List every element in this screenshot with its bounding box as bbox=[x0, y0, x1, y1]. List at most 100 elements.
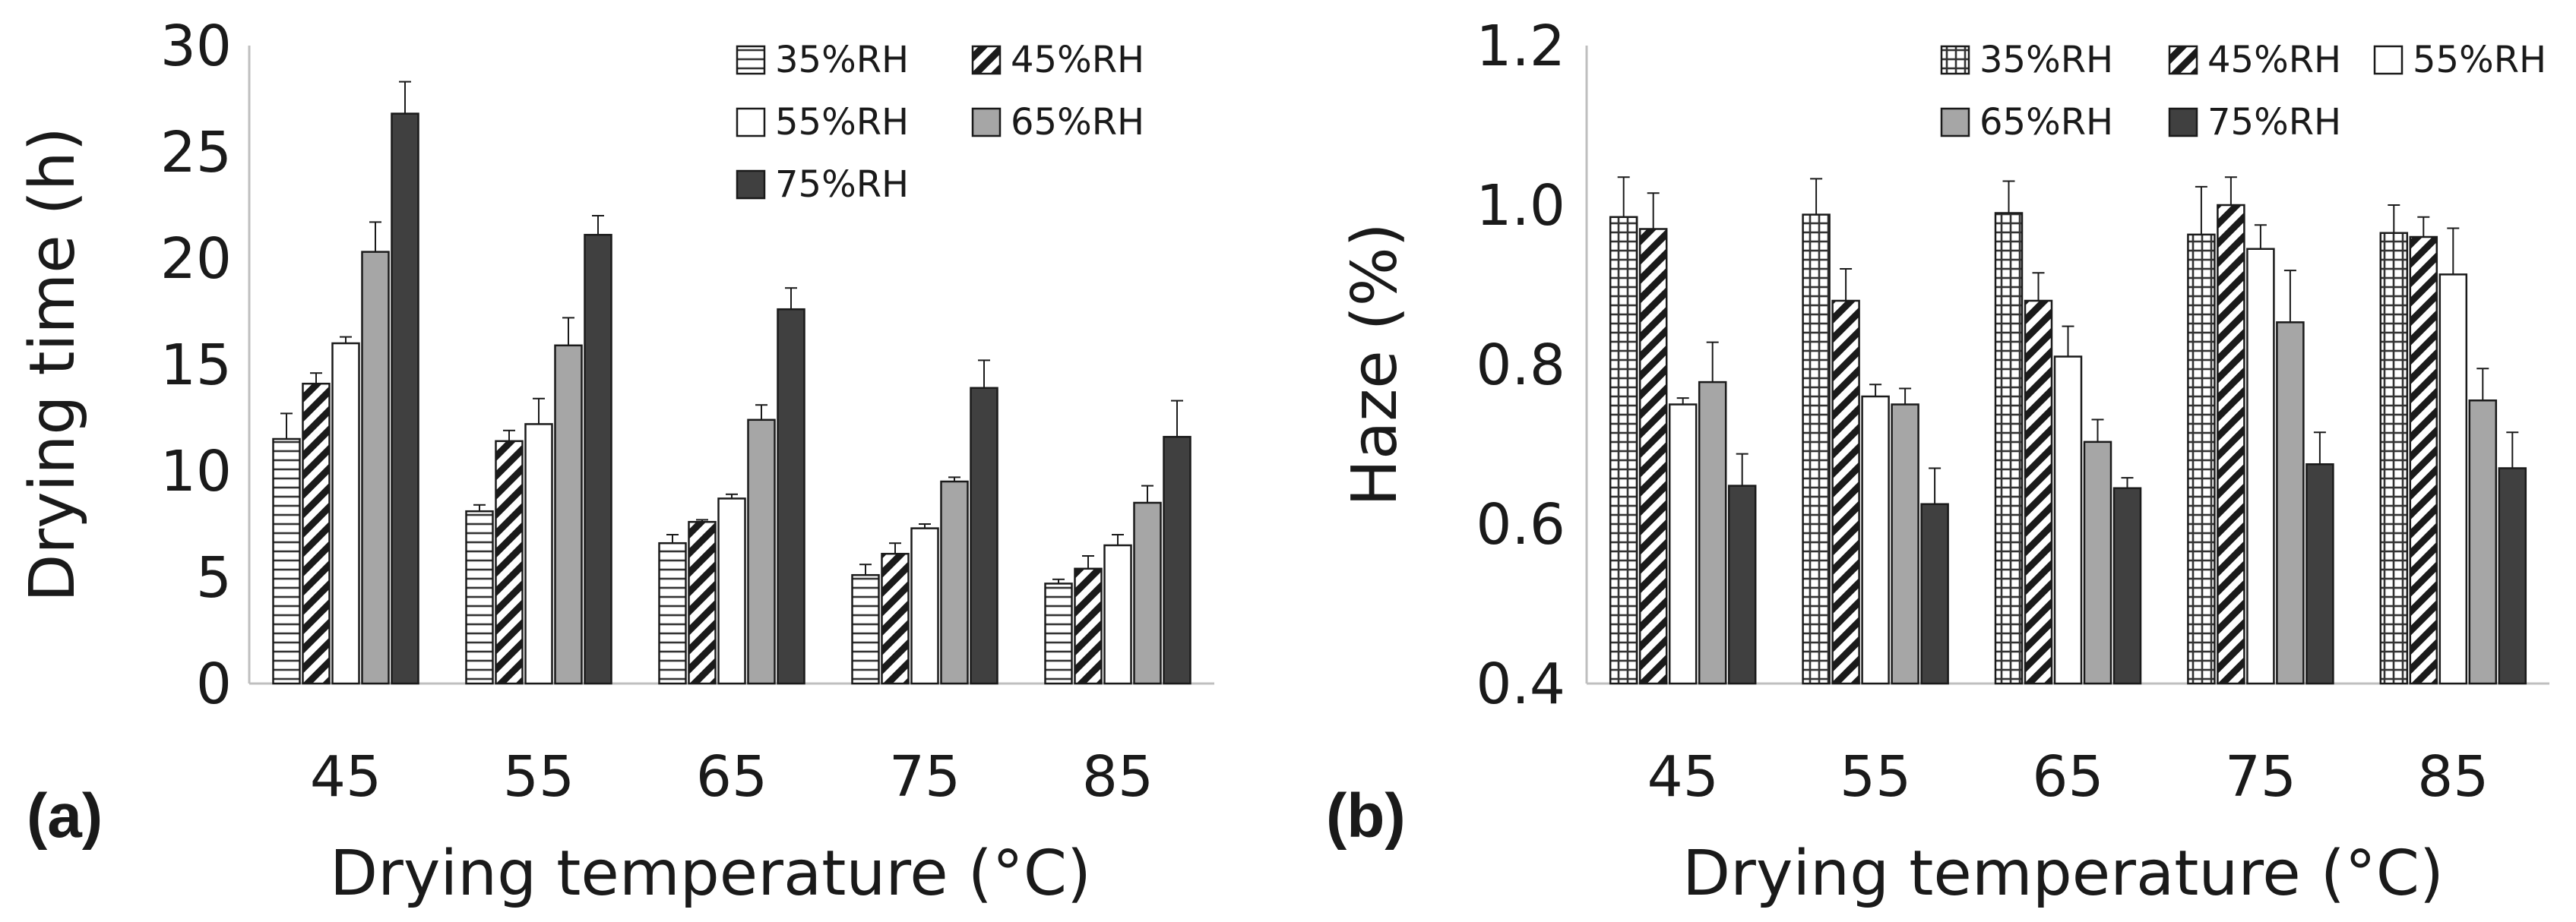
panel-b-bar-35pctrh-55 bbox=[1802, 213, 1831, 685]
panel-a-error-bar bbox=[340, 336, 352, 343]
panel-a-x-tick-label: 75 bbox=[889, 744, 960, 810]
panel-a-bars bbox=[272, 112, 1191, 685]
panel-b-bar-75pctrh-75 bbox=[2305, 463, 2334, 685]
panel-a-bar-55pctrh-75 bbox=[910, 527, 939, 685]
panel-b-legend-label: 55%RH bbox=[2413, 39, 2546, 81]
panel-b-error-bar bbox=[1676, 397, 1689, 405]
panel-a-legend-label: 45%RH bbox=[1011, 39, 1144, 81]
panel-b-bar-55pctrh-55 bbox=[1861, 395, 1890, 685]
panel-b-error-bar bbox=[1840, 268, 1853, 301]
panel-a-error-bar bbox=[369, 221, 381, 252]
panel-b-legend-item: 55%RH bbox=[2373, 39, 2546, 81]
panel-b-legend-item: 75%RH bbox=[2168, 101, 2341, 144]
panel-a-legend-swatch bbox=[971, 107, 1002, 137]
panel-b-error-bar bbox=[2417, 216, 2430, 237]
panel-b-error-bars bbox=[1617, 176, 2519, 504]
panel-b-error-bar bbox=[1736, 453, 1748, 486]
panel-a-bar-65pctrh-75 bbox=[940, 480, 969, 685]
panel-b-legend-swatch bbox=[2168, 107, 2198, 137]
panel-a-error-bar bbox=[310, 372, 322, 384]
panel-b-error-bar bbox=[1706, 341, 1719, 383]
panel-a-error-bar bbox=[696, 519, 708, 523]
panel-a-error-bar bbox=[785, 287, 797, 310]
panel-a-error-bar bbox=[859, 564, 872, 576]
panel-b-x-tick-label: 55 bbox=[1840, 744, 1911, 810]
panel-a-error-bar bbox=[666, 534, 679, 544]
panel-b-error-bar bbox=[1929, 467, 1941, 504]
panel-b-error-bar bbox=[2313, 431, 2326, 465]
panel-b-error-bar bbox=[2388, 204, 2400, 233]
panel-a-error-bar bbox=[1052, 578, 1065, 584]
panel-a-error-bar bbox=[533, 397, 545, 425]
panel-b-legend-item: 65%RH bbox=[1940, 101, 2113, 144]
panel-b-legend-label: 35%RH bbox=[1979, 39, 2113, 81]
panel-a-legend-swatch bbox=[736, 169, 766, 200]
panel-b-error-bar bbox=[2032, 272, 2045, 301]
panel-a-legend-item: 35%RH bbox=[736, 39, 909, 81]
panel-a-bar-45pctrh-55 bbox=[495, 440, 524, 685]
panel-a-error-bar bbox=[919, 523, 931, 529]
panel-a-bar-75pctrh-45 bbox=[391, 112, 419, 685]
panel-b-error-bar bbox=[1647, 192, 1660, 229]
panel-b-y-tick-label: 0.6 bbox=[1476, 492, 1565, 557]
panel-b-legend-swatch bbox=[2168, 45, 2198, 75]
panel-a-bar-45pctrh-45 bbox=[302, 382, 331, 685]
panel-b-error-bar bbox=[2195, 185, 2207, 235]
panel-a-label: (a) bbox=[27, 781, 103, 851]
panel-b-bar-55pctrh-75 bbox=[2246, 248, 2275, 685]
panel-a-error-bar bbox=[726, 493, 738, 499]
panel-b-y-tick-label: 1.0 bbox=[1476, 173, 1565, 238]
panel-b-bar-45pctrh-85 bbox=[2409, 235, 2438, 685]
panel-a-legend-label: 65%RH bbox=[1011, 101, 1144, 144]
panel-b-legend-swatch bbox=[1940, 107, 1970, 137]
panel-b-bar-65pctrh-65 bbox=[2083, 440, 2112, 685]
panel-a-error-bar bbox=[280, 412, 293, 439]
panel-a-legend-label: 55%RH bbox=[775, 101, 909, 144]
panel-a-error-bar bbox=[948, 476, 960, 482]
panel-a-bar-45pctrh-85 bbox=[1074, 567, 1103, 685]
panel-a-error-bar bbox=[1112, 534, 1124, 545]
panel-a-error-bars bbox=[280, 81, 1183, 584]
panel-b-error-bar bbox=[2062, 325, 2074, 357]
panel-a-bar-35pctrh-55 bbox=[465, 510, 494, 685]
panel-b-y-tick-label: 0.4 bbox=[1476, 652, 1565, 717]
panel-a-bar-55pctrh-65 bbox=[717, 497, 746, 685]
panel-a-x-axis-title: Drying temperature (°C) bbox=[330, 838, 1091, 910]
panel-b-error-bar bbox=[2002, 180, 2015, 213]
panel-b-label: (b) bbox=[1326, 781, 1406, 851]
panel-b-legend-label: 75%RH bbox=[2207, 101, 2341, 144]
panel-a-y-tick-label: 5 bbox=[196, 545, 232, 611]
panel-a-bar-75pctrh-55 bbox=[584, 233, 612, 685]
panel-b: 0.4 0.6 0.8 1.0 1.2 45 55 65 75 85 Haze (%) Dryi… bbox=[1326, 14, 2549, 910]
panel-a-error-bar bbox=[562, 317, 574, 346]
panel-b-bars bbox=[1609, 204, 2527, 685]
panel-a-bar-75pctrh-85 bbox=[1163, 435, 1191, 685]
panel-b-bar-65pctrh-45 bbox=[1698, 380, 1727, 685]
panel-b-bar-45pctrh-55 bbox=[1831, 299, 1860, 685]
panel-a-error-bar bbox=[978, 359, 990, 388]
panel-b-bar-65pctrh-75 bbox=[2276, 321, 2305, 685]
panel-a-y-tick-label: 25 bbox=[160, 120, 232, 185]
panel-a-x-tick-label: 85 bbox=[1082, 744, 1154, 810]
panel-b-y-tick-label: 0.8 bbox=[1476, 333, 1565, 398]
panel-a-bar-35pctrh-75 bbox=[851, 573, 880, 685]
panel-b-bar-45pctrh-65 bbox=[2024, 299, 2053, 685]
panel-b-bar-35pctrh-45 bbox=[1609, 216, 1638, 685]
panel-b-bar-35pctrh-75 bbox=[2187, 233, 2216, 685]
panel-b-error-bar bbox=[1810, 178, 1823, 215]
panel-b-bar-75pctrh-55 bbox=[1920, 503, 1949, 685]
panel-a-bar-75pctrh-65 bbox=[777, 308, 805, 685]
panel-b-bar-75pctrh-45 bbox=[1727, 485, 1757, 685]
panel-b-y-ticks: 0.4 0.6 0.8 1.0 1.2 bbox=[1476, 14, 1565, 717]
panel-b-error-bar bbox=[2121, 477, 2134, 488]
panel-b-error-bar bbox=[1617, 176, 1630, 217]
panel-b-error-bar bbox=[2091, 418, 2104, 442]
panel-b-x-ticks: 45 55 65 75 85 bbox=[1647, 744, 2489, 810]
panel-b-x-tick-label: 85 bbox=[2417, 744, 2489, 810]
panel-b-error-bar bbox=[2283, 270, 2296, 323]
panel-b-error-bar bbox=[2447, 227, 2460, 275]
panel-a-bar-45pctrh-65 bbox=[688, 520, 717, 685]
panel-a-y-tick-label: 30 bbox=[160, 14, 232, 79]
panel-a-legend-item: 45%RH bbox=[971, 39, 1144, 81]
